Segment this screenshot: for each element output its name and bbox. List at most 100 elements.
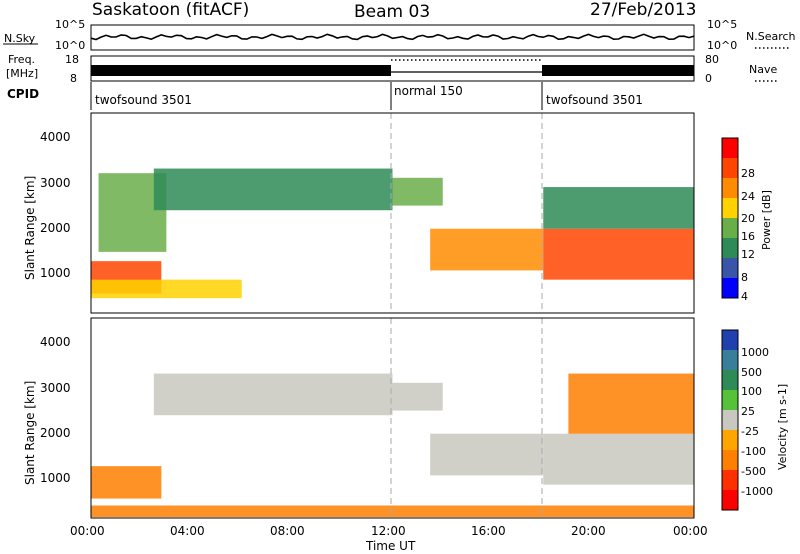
cpid-label: CPID: [7, 87, 39, 101]
power-cbar-swatch-1: [722, 158, 738, 178]
power-ytick-3000: 3000: [40, 176, 71, 190]
power-colorbar-label: Power [dB]: [760, 190, 773, 250]
vel-cbar-tick-neg500: -500: [741, 465, 766, 478]
power-cbar-swatch-5: [722, 238, 738, 258]
nsky-label: N.Sky: [4, 32, 36, 45]
power-cbar-swatch-6: [722, 258, 738, 278]
nave-label: Nave: [749, 63, 777, 76]
power-ytick-4000: 4000: [40, 130, 71, 144]
power-cbar-frame: [721, 137, 739, 299]
velocity-cbar-swatch-6: [722, 450, 738, 470]
velocity-band-4: [543, 433, 694, 485]
power-cbar-tick-24: 24: [741, 190, 755, 203]
xtick-1600: 16:00: [471, 524, 506, 538]
power-cbar-swatch-7: [722, 278, 738, 298]
velocity-colorbar-label: Velocity [m s-1]: [776, 384, 789, 470]
power-ytick-1000: 1000: [40, 266, 71, 280]
power-band-6: [543, 228, 694, 280]
nsearch-tick-bottom: 10^0: [707, 39, 737, 52]
velocity-colorbar: [721, 329, 739, 511]
nsky-frame: [90, 24, 695, 51]
power-band-1: [91, 279, 242, 299]
velocity-cbar-swatch-7: [722, 470, 738, 490]
power-cbar-swatch-0: [722, 138, 738, 158]
vel-cbar-tick-neg25: -25: [741, 425, 759, 438]
xaxis-label: Time UT: [365, 539, 416, 553]
velocity-frame: [90, 317, 695, 519]
nsky-tick-top: 10^5: [55, 18, 85, 31]
velocity-cbar-swatch-3: [722, 390, 738, 410]
velocity-cbar-swatch-4: [722, 410, 738, 430]
velocity-cbar-swatch-0: [722, 330, 738, 350]
x-axis: 00:00 04:00 08:00 12:00 16:00 20:00 00:0…: [70, 524, 708, 553]
freq-tick-top: 18: [65, 53, 79, 66]
power-panel: 4000 3000 2000 1000 Slant Range [km] Pow…: [23, 112, 773, 314]
station-title: Saskatoon (fitACF): [92, 0, 249, 20]
cpid-segment-1: twofsound 3501: [95, 93, 192, 107]
velocity-ylabel: Slant Range [km]: [23, 381, 37, 485]
nsky-panel: N.Sky 10^5 10^0 10^5 10^0 N.Search: [3, 18, 796, 52]
xtick-0400: 04:00: [170, 524, 205, 538]
velocity-data-layer: [91, 373, 694, 518]
power-data-layer: [91, 168, 694, 299]
power-cbar-swatch-4: [722, 218, 738, 238]
power-band-4: [392, 177, 443, 206]
power-cbar-tick-16: 16: [741, 230, 755, 243]
nave-tick-bottom: 0: [705, 72, 712, 85]
freq-tick-bottom: 8: [70, 72, 77, 85]
vel-cbar-tick-neg100: -100: [741, 445, 766, 458]
freq-block-2: [542, 65, 694, 76]
power-cbar-tick-8: 8: [741, 271, 748, 284]
velocity-panel: 4000 3000 2000 1000 Slant Range [km] Vel…: [23, 317, 789, 519]
power-cbar-swatch-2: [722, 178, 738, 198]
velocity-cbar-frame: [721, 329, 739, 511]
vel-cbar-tick-500: 500: [741, 366, 762, 379]
velocity-cbar-swatch-5: [722, 430, 738, 450]
xtick-0000: 00:00: [70, 524, 105, 538]
xtick-1200: 12:00: [371, 524, 406, 538]
power-band-5: [430, 228, 544, 271]
velocity-band-6: [91, 505, 694, 518]
velocity-ytick-1000: 1000: [40, 471, 71, 485]
power-ylabel: Slant Range [km]: [23, 176, 37, 280]
velocity-cbar-swatch-1: [722, 350, 738, 370]
velocity-band-5: [568, 373, 694, 434]
cpid-segment-2: normal 150: [394, 84, 463, 98]
xtick-2400: 00:00: [673, 524, 708, 538]
vel-cbar-tick-neg1000: -1000: [741, 485, 773, 498]
velocity-band-0: [91, 466, 162, 499]
cpid-segment-3: twofsound 3501: [546, 93, 643, 107]
date-label: 27/Feb/2013: [590, 0, 696, 20]
xtick-2000: 20:00: [571, 524, 606, 538]
velocity-ytick-2000: 2000: [40, 426, 71, 440]
nsearch-label: N.Search: [746, 30, 796, 43]
freq-panel: Freq. [MHz] 18 8 80 0 Nave: [6, 53, 778, 85]
nave-tick-top: 80: [705, 53, 719, 66]
velocity-band-1: [153, 373, 393, 416]
power-cbar-tick-4: 4: [741, 290, 748, 303]
power-cbar-tick-20: 20: [741, 212, 755, 225]
vel-cbar-tick-25: 25: [741, 405, 755, 418]
power-band-7: [543, 187, 694, 229]
power-colorbar: [721, 137, 739, 299]
velocity-band-3: [430, 433, 544, 476]
power-ytick-2000: 2000: [40, 221, 71, 235]
velocity-cbar-swatch-2: [722, 370, 738, 390]
velocity-cbar-swatch-8: [722, 490, 738, 510]
freq-label-line1: Freq.: [8, 53, 35, 66]
freq-block-1: [91, 65, 391, 76]
power-frame: [90, 112, 695, 314]
beam-label: Beam 03: [354, 2, 430, 22]
power-cbar-tick-12: 12: [741, 248, 755, 261]
vel-cbar-tick-1000: 1000: [741, 346, 769, 359]
velocity-ytick-3000: 3000: [40, 381, 71, 395]
nsky-tick-bottom: 10^0: [55, 39, 85, 52]
velocity-ytick-4000: 4000: [40, 335, 71, 349]
freq-label-line2: [MHz]: [6, 67, 38, 80]
cpid-row: CPID twofsound 3501 normal 150 twofsound…: [7, 82, 643, 110]
power-cbar-tick-28: 28: [741, 167, 755, 180]
vel-cbar-tick-100: 100: [741, 385, 762, 398]
nsearch-tick-top: 10^5: [707, 18, 737, 31]
power-band-3: [153, 168, 393, 211]
